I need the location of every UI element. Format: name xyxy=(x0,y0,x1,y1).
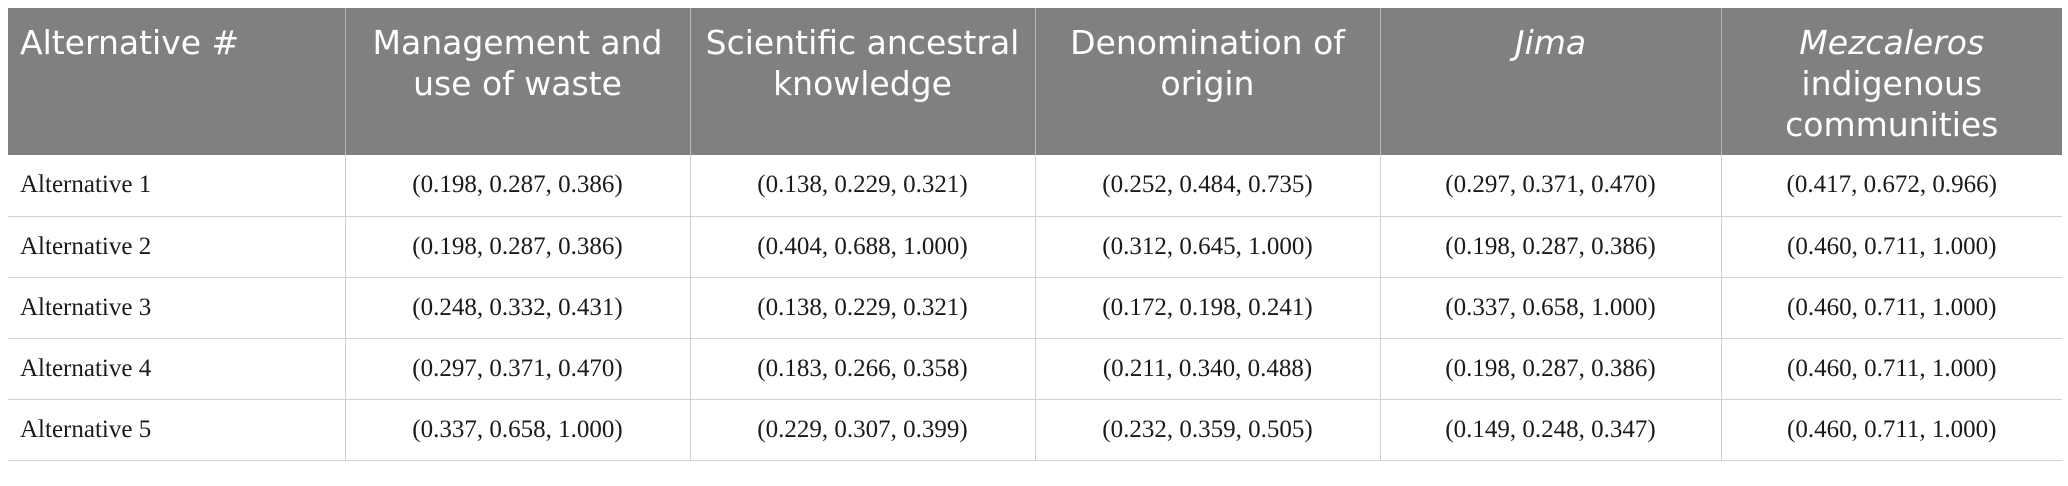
table-row: Alternative 2 (0.198, 0.287, 0.386) (0.4… xyxy=(8,216,2062,278)
table-cell: (0.229, 0.307, 0.399) xyxy=(689,399,1035,461)
table-cell: (0.211, 0.340, 0.488) xyxy=(1034,338,1380,400)
table-row: Alternative 5 (0.337, 0.658, 1.000) (0.2… xyxy=(8,399,2062,461)
row-label: Alternative 1 xyxy=(8,155,345,217)
table-cell: (0.297, 0.371, 0.470) xyxy=(344,338,690,400)
table-container: Alternative # Management and use of wast… xyxy=(8,8,2062,461)
table-row: Alternative 4 (0.297, 0.371, 0.470) (0.1… xyxy=(8,338,2062,400)
table-body: Alternative 1 (0.198, 0.287, 0.386) (0.1… xyxy=(8,155,2062,461)
table-cell: (0.297, 0.371, 0.470) xyxy=(1379,155,1721,217)
header-label: Alternative # xyxy=(20,23,240,62)
table-row: Alternative 3 (0.248, 0.332, 0.431) (0.1… xyxy=(8,277,2062,339)
row-label: Alternative 5 xyxy=(8,399,345,461)
header-label: Management and use of waste xyxy=(372,23,663,103)
table-cell: (0.172, 0.198, 0.241) xyxy=(1034,277,1380,339)
header-label-italic: Mezcaleros xyxy=(1799,23,1985,62)
header-scientific-knowledge: Scientific ancestral knowledge xyxy=(689,8,1035,155)
table-cell: (0.337, 0.658, 1.000) xyxy=(344,399,690,461)
table-cell: (0.337, 0.658, 1.000) xyxy=(1379,277,1721,339)
table-cell: (0.183, 0.266, 0.358) xyxy=(689,338,1035,400)
header-alternative: Alternative # xyxy=(8,8,345,155)
header-label: Denomination of origin xyxy=(1070,23,1345,103)
table-row: Alternative 1 (0.198, 0.287, 0.386) (0.1… xyxy=(8,155,2062,217)
row-label: Alternative 2 xyxy=(8,216,345,278)
header-label-italic: Jima xyxy=(1514,23,1587,62)
table-cell: (0.404, 0.688, 1.000) xyxy=(689,216,1035,278)
header-label: Scientific ancestral knowledge xyxy=(705,23,1020,103)
header-denomination-origin: Denomination of origin xyxy=(1034,8,1380,155)
table-cell: (0.417, 0.672, 0.966) xyxy=(1720,155,2062,217)
table-cell: (0.232, 0.359, 0.505) xyxy=(1034,399,1380,461)
table-cell: (0.460, 0.711, 1.000) xyxy=(1720,338,2062,400)
header-mezcaleros: Mezcaleros indigenous communities xyxy=(1720,8,2062,155)
table-cell: (0.198, 0.287, 0.386) xyxy=(1379,216,1721,278)
table-cell: (0.248, 0.332, 0.431) xyxy=(344,277,690,339)
row-label: Alternative 4 xyxy=(8,338,345,400)
header-row: Alternative # Management and use of wast… xyxy=(8,8,2062,155)
table-cell: (0.138, 0.229, 0.321) xyxy=(689,155,1035,217)
row-label: Alternative 3 xyxy=(8,277,345,339)
table-header: Alternative # Management and use of wast… xyxy=(8,8,2062,155)
header-management-waste: Management and use of waste xyxy=(344,8,690,155)
table-cell: (0.138, 0.229, 0.321) xyxy=(689,277,1035,339)
table-cell: (0.460, 0.711, 1.000) xyxy=(1720,399,2062,461)
table-cell: (0.198, 0.287, 0.386) xyxy=(344,155,690,217)
fuzzy-decision-table: Alternative # Management and use of wast… xyxy=(8,8,2062,461)
header-label: indigenous communities xyxy=(1785,64,1999,144)
table-cell: (0.252, 0.484, 0.735) xyxy=(1034,155,1380,217)
table-cell: (0.460, 0.711, 1.000) xyxy=(1720,277,2062,339)
table-cell: (0.149, 0.248, 0.347) xyxy=(1379,399,1721,461)
table-cell: (0.198, 0.287, 0.386) xyxy=(344,216,690,278)
table-cell: (0.312, 0.645, 1.000) xyxy=(1034,216,1380,278)
table-cell: (0.198, 0.287, 0.386) xyxy=(1379,338,1721,400)
header-jima: Jima xyxy=(1379,8,1721,155)
table-cell: (0.460, 0.711, 1.000) xyxy=(1720,216,2062,278)
